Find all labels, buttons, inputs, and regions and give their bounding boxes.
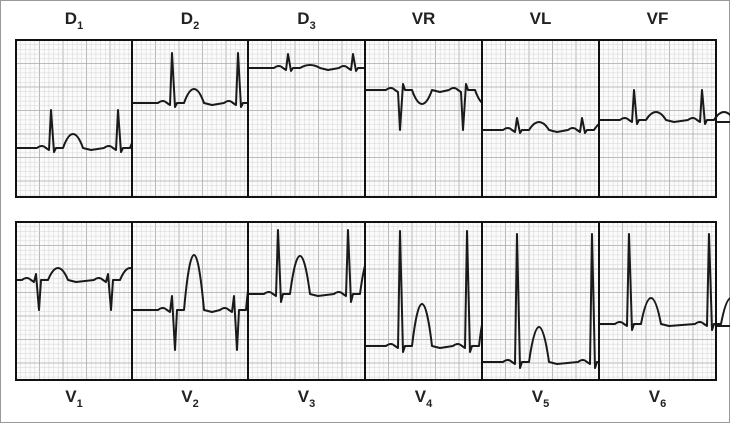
lead-label: V1	[65, 387, 82, 410]
lead-label: D2	[181, 9, 199, 32]
lead-label: V2	[181, 387, 198, 410]
lead-panel	[15, 221, 149, 381]
lead-label: V6	[649, 387, 666, 410]
lead-panel	[598, 39, 730, 198]
lead-subscript: 1	[77, 398, 83, 410]
lead-label: VR	[412, 9, 436, 28]
ecg-trace	[599, 233, 730, 331]
lead-subscript: 5	[543, 398, 549, 410]
lead-subscript: 2	[193, 20, 199, 32]
lead-panel	[481, 221, 633, 381]
lead-subscript: 1	[77, 20, 83, 32]
lead-letter: D	[297, 9, 309, 28]
lead-letter: V	[298, 387, 310, 406]
lead-label: V3	[298, 387, 315, 410]
panel-border	[598, 221, 717, 381]
lead-letter: V	[65, 387, 77, 406]
lead-label: VF	[647, 9, 669, 28]
lead-panel	[364, 221, 508, 381]
ecg-trace	[16, 267, 149, 311]
ecg-trace	[365, 83, 504, 131]
lead-letter: VF	[647, 9, 669, 28]
panel-bg	[482, 40, 599, 197]
lead-letter: D	[181, 9, 193, 28]
lead-panel	[364, 39, 504, 198]
lead-letter: V	[532, 387, 544, 406]
lead-panel	[131, 39, 279, 198]
lead-panel	[598, 221, 730, 381]
ecg-trace	[599, 89, 730, 125]
lead-label: D3	[297, 9, 315, 32]
lead-subscript: 6	[660, 398, 666, 410]
lead-subscript: 4	[426, 398, 433, 410]
lead-subscript: 3	[310, 20, 316, 32]
lead-letter: D	[65, 9, 77, 28]
lead-panel	[15, 39, 159, 198]
lead-label: VL	[530, 9, 552, 28]
lead-subscript: 3	[309, 398, 315, 410]
panel-bg	[132, 40, 248, 197]
lead-label: V4	[415, 387, 433, 410]
lead-letter: V	[415, 387, 427, 406]
lead-label: V5	[532, 387, 549, 410]
panel-border	[598, 39, 717, 198]
lead-letter: VR	[412, 9, 436, 28]
lead-label: D1	[65, 9, 83, 32]
lead-letter: V	[649, 387, 661, 406]
lead-letter: V	[181, 387, 193, 406]
lead-letter: VL	[530, 9, 552, 28]
lead-panel	[247, 221, 389, 381]
lead-panel	[247, 39, 394, 198]
lead-subscript: 2	[193, 398, 199, 410]
panel-bg	[16, 40, 132, 197]
